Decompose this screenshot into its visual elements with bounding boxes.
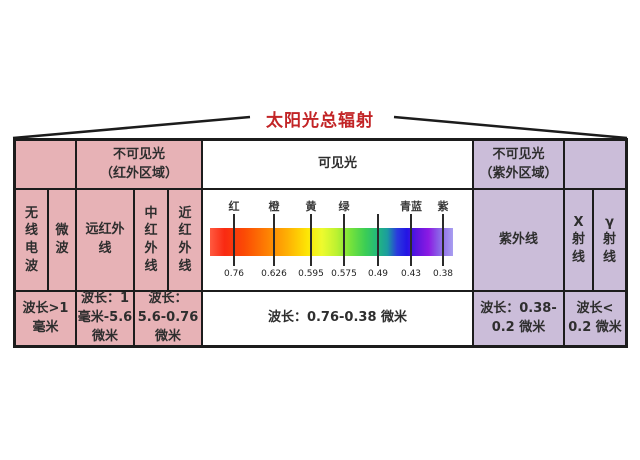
spectrum-tick [233, 214, 235, 266]
roof-bracket-lines [12, 115, 628, 140]
wavelength-visible: 波长：0.76-0.38 微米 [203, 292, 472, 345]
band-radio-waves: 无线电波 [16, 190, 47, 290]
band-xray-label: X射线 [571, 214, 585, 265]
spectrum-gradient-bar [210, 228, 453, 256]
corner-cell-left [16, 141, 75, 188]
band-gamma-ray: γ射线 [594, 190, 625, 290]
spectrum-tick [377, 214, 379, 266]
band-ultraviolet: 紫外线 [474, 190, 563, 290]
visible-spectrum-cell: 红 橙 黄 绿 青蓝 紫 0.76 0.626 0.595 0.575 0.49… [203, 190, 472, 290]
band-far-infrared: 远红外线 [77, 190, 133, 290]
spectrum-tick [273, 214, 275, 266]
color-label-violet: 紫 [437, 200, 449, 213]
spectrum-table: 不可见光 （红外区域） 可见光 不可见光 （紫外区域） 无线电波 微波 远红外线… [13, 138, 628, 348]
header-invisible-ultraviolet: 不可见光 （紫外区域） [474, 141, 563, 188]
band-microwave: 微波 [49, 190, 75, 290]
band-near-infrared-label: 近红外线 [178, 205, 192, 274]
color-label-yellow: 黄 [305, 200, 317, 213]
tick-value-0.595: 0.595 [298, 269, 324, 279]
wavelength-far-infrared: 波长：1 毫米-5.6 微米 [77, 291, 133, 345]
tick-value-0.43: 0.43 [400, 269, 422, 279]
band-xray: X射线 [565, 190, 592, 290]
spectrum-tick [343, 214, 345, 266]
color-label-cyan-blue: 青蓝 [400, 200, 422, 213]
spectrum-tick [310, 214, 312, 266]
tick-value-0.38: 0.38 [432, 269, 454, 279]
color-label-orange: 橙 [268, 200, 280, 213]
wavelength-mid-near-infrared: 波长： 5.6-0.76 微米 [135, 291, 201, 345]
color-label-red: 红 [228, 200, 240, 213]
tick-value-0.626: 0.626 [261, 269, 287, 279]
header-invisible-infrared: 不可见光 （红外区域） [77, 141, 201, 188]
color-label-green: 绿 [338, 200, 350, 213]
spectrum-tick [410, 214, 412, 266]
diagram-title: 太阳光总辐射 [266, 111, 374, 131]
band-near-infrared: 近红外线 [169, 190, 201, 290]
band-gamma-ray-label: γ射线 [602, 214, 616, 265]
tick-value-0.49: 0.49 [367, 269, 389, 279]
band-mid-infrared-label: 中红外线 [144, 205, 158, 274]
wavelength-xray-gamma: 波长< 0.2 微米 [565, 292, 625, 345]
header-visible-light: 可见光 [203, 141, 472, 188]
corner-cell-right [565, 141, 625, 188]
spectrum-tick [442, 214, 444, 266]
tick-value-0.76: 0.76 [223, 269, 245, 279]
wavelength-radio-microwave: 波长>1 毫米 [16, 292, 75, 345]
band-mid-infrared: 中红外线 [135, 190, 167, 290]
band-microwave-label: 微波 [55, 223, 69, 256]
band-far-infrared-label: 远红外线 [85, 222, 125, 256]
wavelength-ultraviolet: 波长：0.38- 0.2 微米 [474, 292, 563, 345]
band-radio-waves-label: 无线电波 [24, 205, 38, 274]
tick-value-0.575: 0.575 [331, 269, 357, 279]
